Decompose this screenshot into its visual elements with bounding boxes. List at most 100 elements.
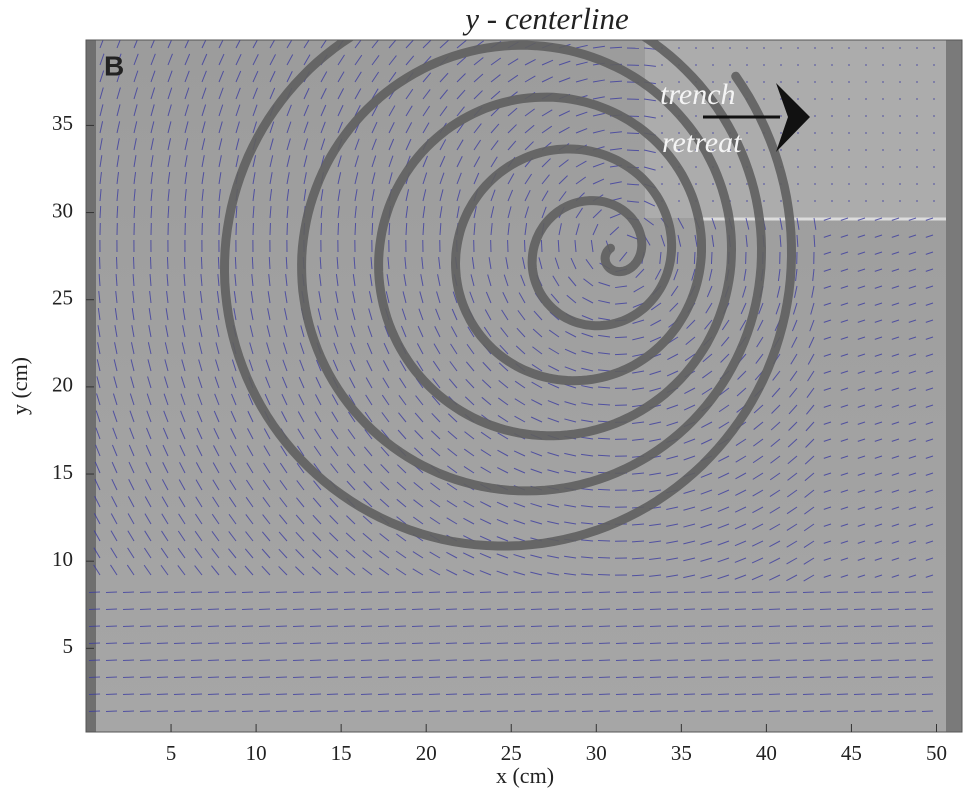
velocity-vector (802, 642, 815, 645)
velocity-vector (891, 268, 900, 272)
velocity-vector (857, 387, 866, 391)
velocity-vector (405, 55, 415, 66)
velocity-vector (564, 418, 577, 423)
velocity-vector (211, 565, 220, 576)
velocity-vector (507, 58, 519, 66)
velocity-vector (908, 370, 917, 374)
velocity-vector (145, 479, 152, 491)
velocity-vector (258, 710, 271, 713)
velocity-vector (217, 274, 220, 287)
velocity-vector (490, 107, 500, 117)
velocity-vector (116, 138, 120, 151)
velocity-vector (891, 523, 900, 527)
velocity-vector (632, 693, 645, 696)
velocity-vector (823, 387, 832, 391)
velocity-vector (265, 376, 271, 389)
velocity-vector (446, 569, 458, 576)
velocity-vector (445, 608, 458, 611)
velocity-vector (753, 421, 764, 430)
velocity-vector (144, 530, 152, 542)
velocity-vector (262, 514, 271, 525)
velocity-vector (771, 404, 781, 414)
velocity-vector (581, 385, 594, 389)
velocity-vector (649, 676, 662, 679)
velocity-vector (541, 125, 553, 134)
velocity-vector (292, 693, 305, 696)
velocity-vector (787, 472, 798, 481)
velocity-vector (598, 659, 611, 662)
velocity-vector (677, 217, 685, 229)
velocity-vector (194, 530, 203, 542)
velocity-vector (88, 608, 101, 611)
velocity-vector (268, 274, 271, 287)
velocity-vector (530, 416, 543, 423)
y-tick-label: 15 (52, 460, 73, 484)
velocity-vector (874, 370, 883, 374)
velocity-vector (184, 189, 187, 202)
velocity-vector (262, 479, 271, 491)
velocity-vector (891, 319, 900, 323)
velocity-vector (654, 268, 662, 280)
velocity-vector (368, 291, 373, 304)
velocity-vector (870, 676, 883, 679)
velocity-vector (279, 479, 288, 491)
velocity-vector (615, 285, 628, 289)
velocity-vector (840, 455, 849, 459)
velocity-vector (156, 642, 169, 645)
velocity-vector (740, 302, 747, 315)
velocity-vector (244, 548, 254, 559)
velocity-vector (116, 121, 121, 134)
velocity-vector (207, 676, 220, 679)
velocity-vector (840, 421, 849, 425)
velocity-vector (146, 393, 152, 406)
velocity-vector (115, 273, 118, 287)
velocity-vector (564, 572, 577, 576)
velocity-vector (428, 693, 441, 696)
velocity-vector (196, 410, 203, 423)
velocity-vector (149, 273, 152, 287)
velocity-vector (649, 421, 662, 426)
velocity-vector (116, 155, 120, 168)
velocity-vector (757, 319, 764, 331)
velocity-vector (161, 496, 169, 508)
velocity-vector (184, 87, 190, 100)
velocity-vector (524, 173, 533, 185)
velocity-vector (213, 445, 220, 457)
velocity-vector (465, 378, 475, 389)
velocity-vector (224, 642, 237, 645)
velocity-vector (303, 87, 310, 100)
velocity-vector (218, 155, 222, 168)
velocity-vector (921, 710, 934, 713)
velocity-vector (281, 393, 288, 406)
velocity-vector (632, 370, 645, 374)
velocity-vector (446, 500, 458, 508)
velocity-vector (541, 174, 550, 185)
velocity-vector (337, 121, 343, 134)
velocity-vector (505, 257, 509, 270)
velocity-vector (317, 325, 322, 338)
velocity-vector (530, 554, 543, 559)
velocity-vector (908, 540, 917, 544)
velocity-vector (326, 659, 339, 662)
velocity-vector (93, 513, 101, 525)
velocity-vector (891, 472, 900, 476)
velocity-vector (95, 444, 101, 457)
velocity-vector (241, 625, 254, 628)
velocity-vector (413, 447, 424, 457)
velocity-vector (925, 455, 934, 459)
velocity-vector (874, 506, 883, 510)
velocity-vector (363, 481, 373, 491)
velocity-vector (735, 489, 747, 496)
velocity-vector (150, 40, 155, 49)
velocity-vector (836, 693, 849, 696)
velocity-vector (88, 710, 101, 713)
velocity-vector (823, 421, 832, 425)
velocity-vector (352, 291, 356, 304)
velocity-vector (735, 455, 747, 463)
velocity-vector (313, 463, 322, 474)
velocity-vector (469, 291, 475, 304)
velocity-vector (348, 377, 356, 389)
velocity-vector (352, 274, 356, 287)
velocity-vector (581, 676, 594, 679)
x-tick-label: 10 (246, 741, 267, 765)
